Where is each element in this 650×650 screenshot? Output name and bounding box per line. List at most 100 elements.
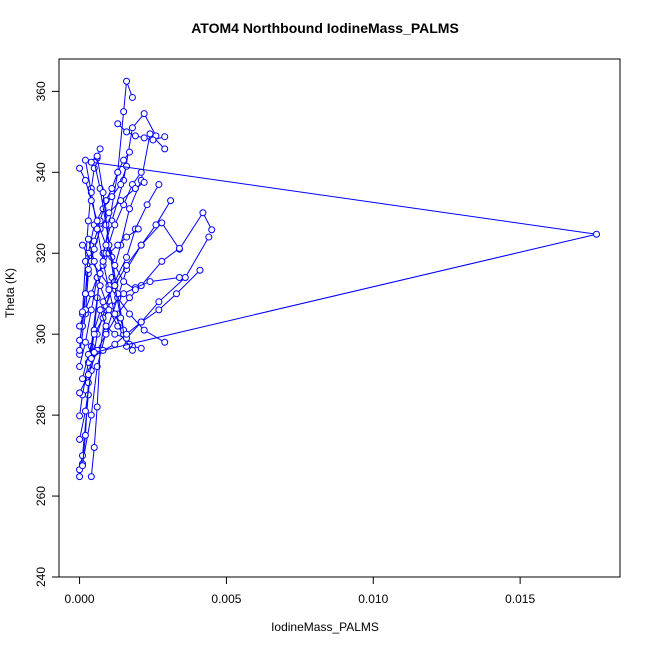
y-tick-label: 320 — [34, 243, 48, 263]
data-point — [131, 286, 139, 294]
data-point — [143, 201, 151, 209]
data-point — [90, 330, 98, 338]
data-point — [175, 274, 183, 282]
data-point — [87, 411, 95, 419]
data-point — [131, 185, 139, 192]
series-layer — [76, 77, 600, 481]
data-point — [84, 235, 92, 243]
y-tick-label: 300 — [34, 324, 48, 344]
data-point — [120, 278, 128, 286]
plot-frame — [58, 58, 621, 578]
data-point — [161, 133, 169, 141]
data-point — [131, 132, 139, 140]
data-point — [81, 176, 89, 184]
data-point — [137, 168, 145, 176]
data-point — [137, 241, 145, 249]
data-point — [93, 152, 101, 160]
data-point — [93, 403, 101, 411]
data-point — [199, 209, 207, 217]
data-point — [172, 290, 180, 298]
x-tick-label: 0.010 — [358, 592, 388, 606]
data-point — [161, 145, 169, 153]
data-point — [87, 197, 95, 205]
data-point — [102, 241, 110, 249]
x-axis-label: IodineMass_PALMS — [271, 620, 379, 634]
data-point — [158, 257, 166, 265]
data-point — [87, 354, 95, 362]
data-point — [114, 120, 122, 128]
data-point — [123, 330, 131, 338]
data-point — [123, 261, 131, 269]
data-point — [76, 473, 84, 481]
data-point — [205, 233, 213, 241]
data-point — [108, 193, 116, 201]
data-point — [111, 340, 119, 348]
data-point — [99, 257, 107, 265]
y-tick-label: 240 — [34, 567, 48, 587]
data-point — [102, 330, 110, 338]
data-point — [123, 253, 131, 261]
data-point — [105, 306, 113, 314]
data-point — [90, 245, 98, 253]
data-point — [140, 326, 148, 334]
data-point — [137, 344, 145, 352]
data-point — [117, 197, 125, 205]
x-tick-label: 0.015 — [505, 592, 535, 606]
y-tick-label: 360 — [34, 81, 48, 101]
data-point — [181, 274, 189, 282]
data-point — [123, 128, 131, 136]
data-point — [152, 221, 160, 229]
data-point — [76, 435, 84, 443]
data-point — [93, 363, 101, 371]
data-point — [120, 290, 128, 298]
data-point — [111, 330, 119, 338]
data-point — [125, 205, 133, 213]
series-line — [79, 211, 213, 477]
data-point — [155, 298, 163, 306]
data-point — [84, 371, 92, 379]
data-point — [81, 407, 89, 415]
data-point — [108, 185, 116, 192]
data-point — [128, 93, 136, 101]
data-point — [79, 375, 86, 383]
data-point — [87, 473, 95, 481]
data-point — [134, 225, 142, 233]
data-point — [90, 444, 98, 451]
data-point — [84, 265, 92, 273]
data-point — [125, 148, 133, 156]
data-point — [76, 346, 84, 354]
data-point — [81, 290, 89, 298]
data-point — [137, 318, 145, 326]
data-point — [102, 322, 110, 330]
data-point — [140, 110, 148, 118]
data-point — [593, 230, 600, 238]
data-point — [76, 336, 84, 344]
data-point — [161, 338, 169, 346]
data-point — [114, 168, 122, 176]
data-point — [120, 156, 128, 164]
data-point — [99, 189, 107, 197]
data-point — [123, 233, 131, 241]
data-point — [93, 217, 101, 225]
data-point — [105, 209, 113, 217]
data-point — [96, 145, 104, 153]
data-point — [155, 306, 163, 314]
data-point — [175, 244, 183, 252]
data-point — [96, 306, 104, 314]
axes-layer: 0.000 0.005 0.010 0.015 240 260 280 300 320 340 36… — [34, 81, 535, 606]
data-point — [79, 308, 86, 316]
data-point — [111, 261, 119, 269]
data-point — [125, 310, 133, 318]
data-point — [117, 180, 125, 188]
data-point — [90, 257, 98, 265]
data-point — [196, 266, 204, 274]
data-point — [146, 278, 154, 286]
data-point — [76, 389, 84, 397]
y-tick-label: 340 — [34, 162, 48, 182]
x-tick-label: 0.000 — [65, 592, 95, 606]
data-point — [128, 346, 136, 354]
data-point — [140, 134, 148, 142]
data-point — [87, 290, 95, 298]
data-point — [90, 348, 98, 356]
